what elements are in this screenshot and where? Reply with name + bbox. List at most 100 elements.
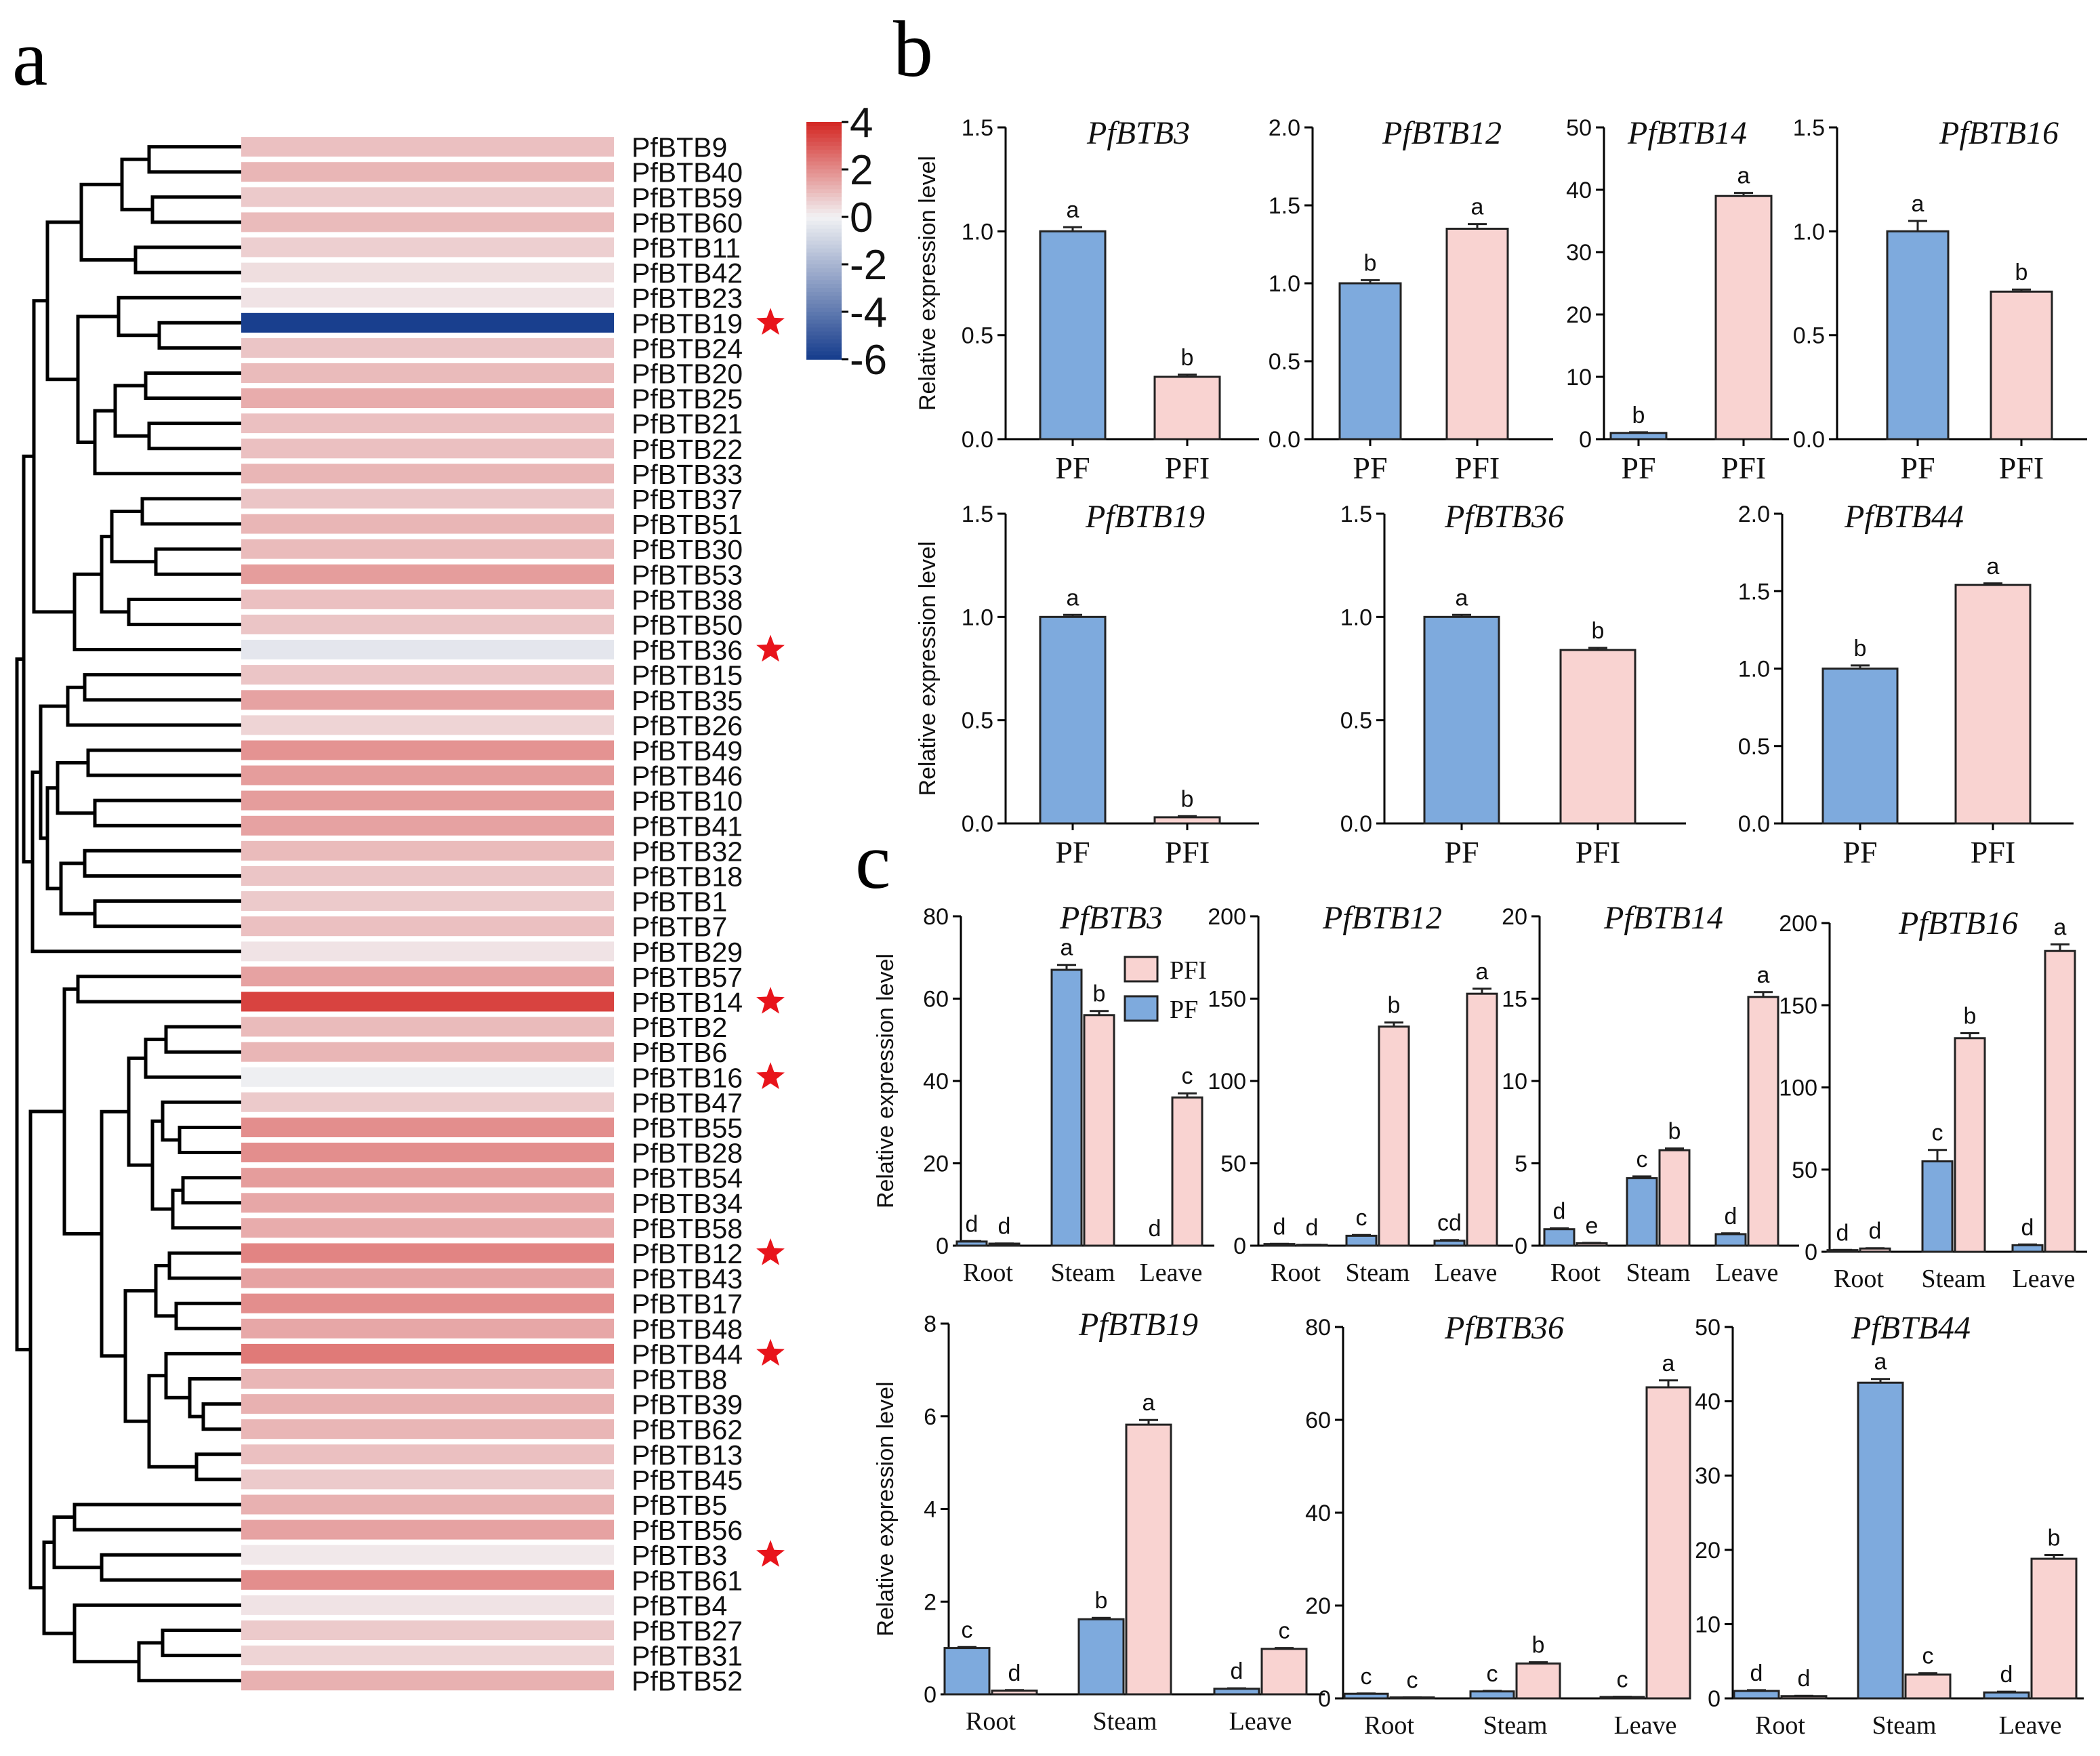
dendrogram-branch [32, 299, 75, 614]
colorbar-swatch [806, 256, 842, 261]
x-tick-label: Root [966, 1707, 1016, 1736]
panel-label-b: b [893, 5, 933, 94]
pfi-bar [1466, 992, 1498, 1247]
significance-letter: c [1932, 1120, 1943, 1146]
pf-bar [1821, 668, 1899, 825]
colorbar-swatch [806, 304, 842, 308]
colorbar-tick-label: -6 [850, 337, 887, 384]
error-bar [2012, 288, 2031, 292]
pf-bar [1050, 968, 1083, 1247]
grouped-bar-chart-PfBTB44: 0 10 20 30 40 50 PfBTB44 d d Root a c Steam d b Leave [1695, 1310, 2084, 1740]
significance-letter: b [1181, 345, 1194, 371]
y-tick-label: 100 [1779, 1076, 1817, 1101]
significance-letter: d [1306, 1215, 1319, 1241]
colorbar-swatch [806, 331, 842, 336]
error-bar [2051, 943, 2070, 952]
x-tick-label: Steam [1051, 1259, 1115, 1287]
row-label: PfBTB6 [632, 1037, 727, 1068]
colorbar-swatch [806, 232, 842, 237]
significance-letter: a [1987, 554, 2000, 579]
colorbar-swatch [806, 280, 842, 285]
row-label: PfBTB61 [632, 1565, 743, 1596]
star-marker [756, 987, 785, 1014]
heatmap-cell [241, 1243, 614, 1263]
pf-bar [1733, 1690, 1780, 1700]
colorbar-swatch [806, 284, 842, 289]
row-label: PfBTB52 [632, 1666, 743, 1697]
error-bar [1908, 220, 1927, 232]
error-bar [958, 1646, 976, 1648]
chart-title: PfBTB36 [1444, 1310, 1564, 1346]
y-tick-label: 60 [923, 987, 949, 1013]
row-label: PfBTB53 [632, 559, 743, 590]
error-bar [2044, 1554, 2063, 1559]
error-bar [1178, 1092, 1197, 1098]
row-label: PfBTB35 [632, 685, 743, 716]
colorbar-swatch [806, 272, 842, 277]
x-tick-label: Steam [1922, 1265, 1986, 1293]
significance-letter: a [1067, 197, 1079, 223]
heatmap-cell [241, 1545, 614, 1565]
colorbar-swatch [806, 185, 842, 190]
heatmap-cell [241, 589, 614, 609]
heatmap-cell [241, 1469, 614, 1490]
heatmap-cell [241, 539, 614, 559]
chart-title: PfBTB14 [1603, 900, 1723, 936]
colorbar-swatch [806, 209, 842, 213]
x-tick-label: PF [1055, 451, 1090, 485]
y-tick-label: 1.5 [962, 115, 993, 141]
colorbar-swatch [806, 244, 842, 249]
row-label: PfBTB43 [632, 1263, 743, 1294]
star-marker [756, 1238, 785, 1265]
heatmap-cell [241, 564, 614, 584]
pfi-bar [1714, 195, 1773, 441]
error-bar [1721, 1232, 1740, 1235]
row-label: PfBTB58 [632, 1213, 743, 1244]
heatmap-cell [241, 790, 614, 811]
row-label: PfBTB28 [632, 1138, 743, 1169]
dendrogram-branch [178, 1126, 241, 1154]
legend-swatch-pfi [1124, 956, 1159, 983]
colorbar-swatch [806, 288, 842, 293]
colorbar-swatch [806, 217, 842, 222]
bar-chart-PfBTB14: 0 10 20 30 40 50 PfBTB14 b PF a PFI [1566, 115, 1789, 485]
heatmap-cell [241, 388, 614, 408]
y-tick-label: 1.0 [962, 605, 993, 630]
significance-letter: a [1757, 962, 1770, 988]
heatmap-panel: PfBTB9PfBTB40PfBTB59PfBTB60PfBTB11PfBTB4… [15, 100, 887, 1697]
colorbar-swatch [806, 237, 842, 241]
pfi-bar [2044, 950, 2076, 1253]
dendrogram-branch [42, 1540, 75, 1635]
dendrogram-branch [127, 1056, 152, 1167]
x-tick-label: PF [1055, 835, 1090, 870]
heatmap-cell [241, 916, 614, 937]
x-tick-label: Steam [1483, 1711, 1548, 1740]
significance-letter: a [1662, 1351, 1675, 1376]
y-tick-label: 0 [1233, 1233, 1246, 1259]
colorbar-swatch [806, 295, 842, 301]
heatmap-cell [241, 614, 614, 634]
x-tick-label: Root [963, 1259, 1013, 1287]
y-axis-label: Relative expression level [873, 954, 899, 1208]
pfi-bar [1153, 816, 1221, 825]
colorbar-swatch [806, 335, 842, 340]
row-label: PfBTB40 [632, 157, 743, 188]
y-tick-label: 0 [1579, 427, 1592, 453]
colorbar-swatch [806, 157, 842, 163]
pf-bar [2011, 1244, 2044, 1253]
row-label: PfBTB29 [632, 937, 743, 968]
dendrogram-branch [39, 704, 68, 840]
x-tick-label: Leave [1614, 1711, 1677, 1740]
error-bar [1139, 1418, 1158, 1425]
x-tick-label: PF [1621, 451, 1655, 485]
row-label: PfBTB15 [632, 660, 743, 691]
row-label: PfBTB39 [632, 1389, 743, 1421]
row-label: PfBTB12 [632, 1238, 743, 1269]
dendrogram-branch [144, 1038, 241, 1079]
colorbar-swatch [806, 213, 842, 218]
pf-bar [955, 1240, 988, 1247]
heatmap-cell [241, 1017, 614, 1037]
bar-chart-PfBTB36: 0.0 0.5 1.0 1.5 PfBTB36 a PF b PFI [1340, 499, 1686, 870]
heatmap-cell [241, 489, 614, 509]
